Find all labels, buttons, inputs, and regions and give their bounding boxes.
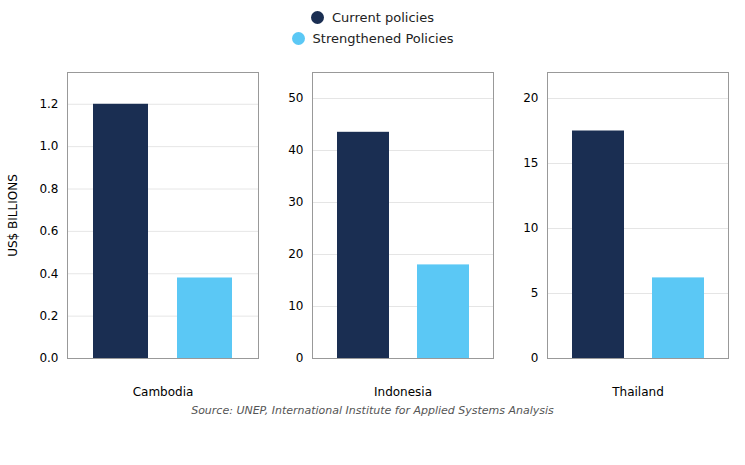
svg-text:0.4: 0.4	[39, 267, 58, 281]
html-text:Source: UNEP, International In: Source: UNEP, International Institute fo…	[191, 404, 554, 417]
html-text:Current policies: Current policies	[332, 10, 434, 25]
svg-text:10: 10	[288, 299, 303, 313]
svg-text:0.2: 0.2	[39, 309, 58, 323]
svg-text:0.6: 0.6	[39, 224, 58, 238]
svg-text:Thailand: Thailand	[611, 385, 664, 399]
svg-text:1.2: 1.2	[39, 97, 58, 111]
svg-text:40: 40	[288, 143, 303, 157]
svg-text:0.0: 0.0	[39, 351, 58, 365]
svg-text:1.0: 1.0	[39, 139, 58, 153]
svg-text:15: 15	[523, 156, 538, 170]
svg-text:5: 5	[531, 286, 539, 300]
svg-text:Indonesia: Indonesia	[374, 385, 432, 399]
svg-text:30: 30	[288, 195, 303, 209]
html-text:Strengthened Policies: Strengthened Policies	[312, 31, 454, 46]
svg-text:Cambodia: Cambodia	[133, 385, 194, 399]
svg-text:10: 10	[523, 221, 538, 235]
svg-text:50: 50	[288, 91, 303, 105]
svg-text:20: 20	[523, 91, 538, 105]
svg-text:0.8: 0.8	[39, 182, 58, 196]
svg-text:0: 0	[531, 351, 539, 365]
svg-text:0: 0	[296, 351, 304, 365]
svg-text:20: 20	[288, 247, 303, 261]
svg-text:US$ BILLIONS: US$ BILLIONS	[6, 174, 20, 257]
